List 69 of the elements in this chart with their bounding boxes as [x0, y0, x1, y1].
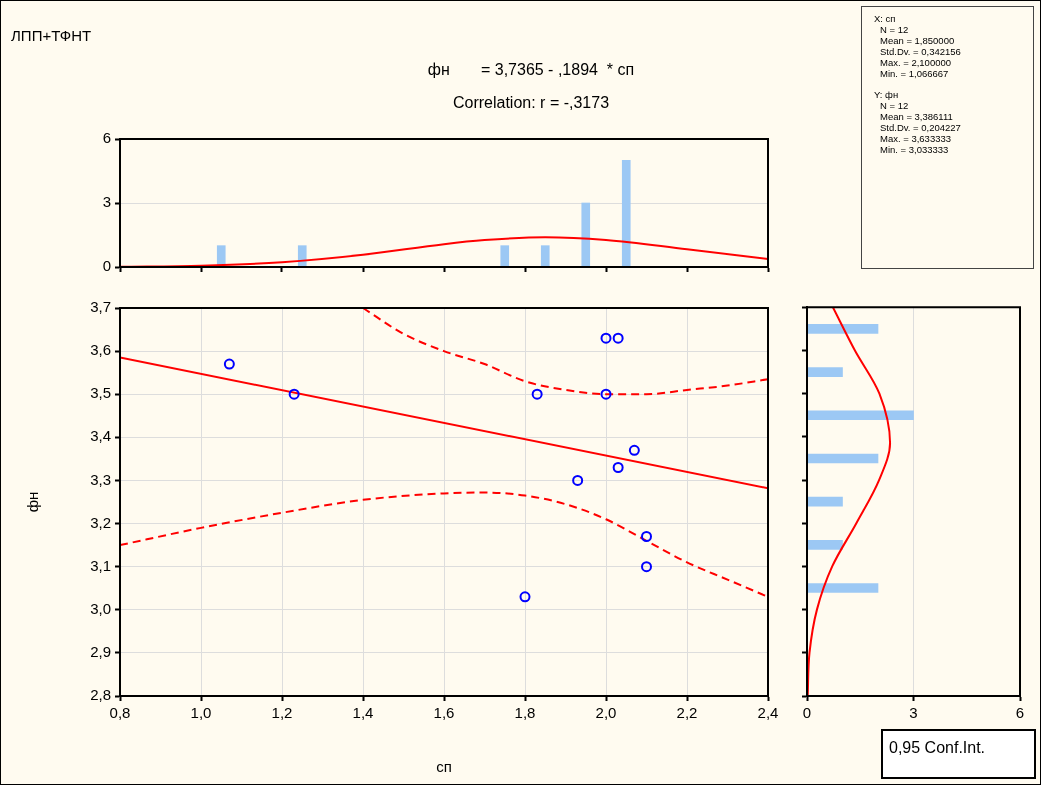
y-tick-label: 3,5 [90, 384, 111, 402]
y-tick-label: 3,0 [90, 599, 111, 617]
bar [621, 160, 631, 267]
chart-subtitle: фн = 3,7365 - ,1894 * сп [426, 61, 636, 79]
y-tick-label: 3,4 [90, 427, 111, 445]
point [612, 332, 624, 344]
bar [807, 583, 879, 593]
bar [807, 540, 843, 550]
text: N = 12 [879, 100, 910, 111]
text: X: сп [874, 13, 897, 24]
text: Mean = 3,386111 [879, 111, 954, 122]
x-tick-label: 2,0 [595, 704, 617, 722]
text: Min. = 3,033333 [879, 144, 950, 155]
y-tick-label: 6 [102, 129, 111, 147]
bar [807, 410, 914, 421]
point [288, 388, 300, 400]
bar [540, 245, 550, 267]
text: Max. = 2,100000 [879, 57, 953, 68]
text: Mean = 1,850000 [879, 35, 956, 46]
x-tick-label: 2,4 [757, 704, 779, 722]
x-tick-label: 2,2 [676, 704, 698, 722]
point [223, 358, 235, 370]
x-tick-label: 3 [909, 704, 918, 722]
bar [216, 245, 226, 267]
x-tick-label: 1,8 [514, 704, 536, 722]
text: Min. = 1,066667 [879, 68, 950, 79]
y-tick-label: 2,9 [90, 643, 111, 661]
point [612, 462, 624, 474]
text: Std.Dv. = 0,204227 [879, 122, 962, 133]
x-axis-title: сп [436, 758, 452, 776]
point [600, 332, 612, 344]
x-tick-label: 0 [802, 704, 812, 722]
y-tick-label: 0 [102, 257, 111, 275]
point [641, 530, 652, 542]
x-tick-label: 1,4 [352, 704, 374, 722]
y-tick-label: 3,1 [90, 556, 111, 574]
text: Correlation: r = -,3173 [451, 94, 611, 112]
x-tick-label: 1,0 [190, 704, 212, 722]
point [600, 388, 612, 400]
bar [581, 202, 591, 267]
x-tick-label: 1,6 [433, 704, 455, 722]
y-tick-label: 3 [102, 193, 111, 211]
bar [807, 324, 879, 334]
text: Y: фн [874, 89, 900, 100]
y-tick-label: 3,2 [90, 513, 111, 531]
bar [500, 245, 510, 267]
bar [297, 245, 307, 267]
text: Std.Dv. = 0,342156 [879, 46, 962, 57]
x-tick-label: 0,8 [109, 704, 131, 722]
y-tick-label: 2,8 [90, 686, 111, 704]
point [531, 388, 543, 400]
point [628, 444, 640, 456]
y-tick-label: 3,7 [90, 298, 111, 316]
y-tick-label: 3,3 [90, 470, 111, 488]
text: Max. = 3,633333 [879, 133, 953, 144]
chart-title: ЛПП+ТФНТ [11, 27, 92, 44]
x-tick-label: 1,2 [271, 704, 293, 722]
y-tick-label: 3,6 [90, 341, 111, 359]
bar [807, 367, 843, 377]
text: N = 12 [879, 24, 910, 35]
y-axis-title: фн [24, 491, 42, 513]
text: 0,95 Conf.Int. [881, 729, 1036, 779]
line-series [120, 491, 768, 598]
bar [807, 496, 843, 507]
point [572, 474, 584, 486]
point [641, 561, 652, 573]
bar [807, 453, 879, 464]
point [519, 591, 531, 603]
x-tick-label: 6 [1015, 704, 1025, 722]
